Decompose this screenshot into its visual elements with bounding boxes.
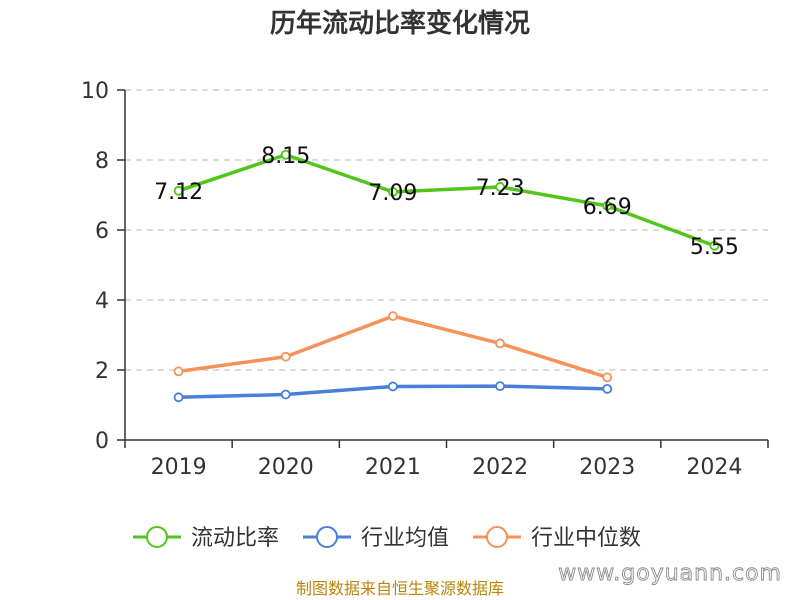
data-point-2-2 <box>388 311 398 322</box>
x-tick-label-2023: 2023 <box>579 455 635 480</box>
data-point-2-0 <box>173 366 184 377</box>
legend-label-0: 流动比率 <box>191 526 279 551</box>
source-note: 制图数据来自恒生聚源数据库 <box>296 579 504 598</box>
x-tick-label-2022: 2022 <box>472 455 528 480</box>
data-point-0-0 <box>173 185 184 196</box>
grid-lines <box>125 89 768 371</box>
data-point-2-4 <box>602 372 613 383</box>
y-tick-label-8: 8 <box>95 149 109 174</box>
legend-label-2: 行业中位数 <box>531 526 641 551</box>
data-point-1-0 <box>173 392 184 403</box>
legend-marker-1 <box>316 526 338 548</box>
data-point-0-3 <box>495 182 505 192</box>
y-tick-label-6: 6 <box>95 219 109 244</box>
data-label-0-2: 7.09 <box>368 181 417 206</box>
legend: 流动比率 行业均值 行业中位数 <box>133 526 641 551</box>
data-label-0-4: 6.69 <box>583 195 632 220</box>
data-label-0-1: 8.15 <box>261 144 310 169</box>
data-labels: 7.12 8.15 7.09 7.23 6.69 5.55 <box>154 144 739 260</box>
legend-marker-0 <box>146 526 168 548</box>
data-point-2-3 <box>495 338 505 349</box>
chart-title: 历年流动比率变化情况 <box>270 8 530 39</box>
data-label-0-0: 7.12 <box>154 180 203 205</box>
x-axis-ticks: 2019 2020 2021 2022 2023 2024 <box>151 455 743 480</box>
data-point-1-3 <box>495 381 505 392</box>
data-label-0-3: 7.23 <box>476 176 525 201</box>
legend-label-1: 行业均值 <box>361 526 449 551</box>
series-line-2 <box>178 314 608 380</box>
axes <box>117 89 769 448</box>
data-point-0-4 <box>602 200 613 211</box>
y-tick-label-10: 10 <box>81 79 109 104</box>
legend-marker-2 <box>486 526 508 548</box>
data-label-0-5: 5.55 <box>690 235 739 260</box>
x-tick-label-2024: 2024 <box>686 455 742 480</box>
data-point-2-1 <box>280 351 291 362</box>
watermark: www.goyuann.com <box>558 561 782 586</box>
series-line-0 <box>178 153 716 248</box>
data-point-0-5 <box>709 240 720 251</box>
x-tick-label-2021: 2021 <box>365 455 421 480</box>
y-tick-label-4: 4 <box>95 289 109 314</box>
y-tick-label-0: 0 <box>95 429 109 454</box>
x-tick-label-2020: 2020 <box>258 455 314 480</box>
y-tick-label-2: 2 <box>95 359 109 384</box>
x-tick-label-2019: 2019 <box>151 455 207 480</box>
data-point-0-1 <box>280 149 291 160</box>
data-point-0-2 <box>388 186 398 197</box>
data-point-1-4 <box>602 383 613 394</box>
data-point-1-2 <box>388 381 398 392</box>
y-axis-ticks: 0 2 4 6 8 10 <box>81 79 109 454</box>
data-point-1-1 <box>280 389 291 400</box>
series-group <box>173 149 720 403</box>
